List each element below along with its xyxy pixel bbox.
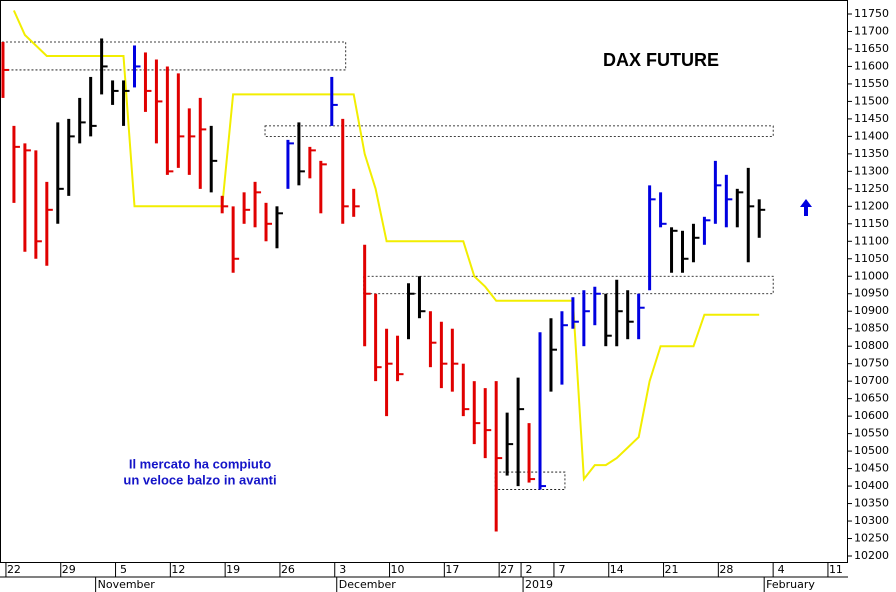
annotation: Il mercato ha compiuto — [129, 456, 271, 471]
y-tick-label: 11100 — [854, 234, 889, 247]
y-tick-label: 11000 — [854, 269, 889, 282]
x-tick-label: 3 — [339, 563, 346, 576]
plot-frame — [0, 0, 848, 563]
month-label: December — [339, 578, 397, 591]
y-tick-label: 11550 — [854, 77, 889, 90]
x-tick-label: 10 — [391, 563, 405, 576]
y-tick-label: 11700 — [854, 24, 889, 37]
x-tick-label: 21 — [665, 563, 679, 576]
signal-arrow — [800, 199, 812, 216]
x-tick-label: 12 — [171, 563, 185, 576]
y-tick-label: 11500 — [854, 94, 889, 107]
x-tick-label: 7 — [558, 563, 565, 576]
y-tick-label: 10350 — [854, 497, 889, 510]
y-tick-label: 11050 — [854, 252, 889, 265]
y-tick-label: 10700 — [854, 374, 889, 387]
x-tick-label: 19 — [226, 563, 240, 576]
price-zone — [264, 125, 774, 137]
x-tick-label: 26 — [281, 563, 295, 576]
month-label: November — [98, 578, 156, 591]
y-tick-label: 10500 — [854, 444, 889, 457]
x-tick-label: 22 — [7, 563, 21, 576]
y-tick-label: 10800 — [854, 339, 889, 352]
month-label: 2019 — [525, 578, 553, 591]
x-tick-label: 4 — [778, 563, 785, 576]
y-tick-label: 11350 — [854, 147, 889, 160]
y-tick-label: 11150 — [854, 217, 889, 230]
x-tick-label: 17 — [445, 563, 459, 576]
y-tick-label: 11650 — [854, 42, 889, 55]
x-tick-label: 29 — [62, 563, 76, 576]
y-tick-label: 10750 — [854, 357, 889, 370]
y-tick-label: 10850 — [854, 322, 889, 335]
y-tick-label: 10600 — [854, 409, 889, 422]
x-tick-label: 28 — [719, 563, 733, 576]
y-tick-label: 10450 — [854, 462, 889, 475]
stop-line — [12, 10, 760, 482]
y-tick-label: 11750 — [854, 7, 889, 20]
y-tick-label: 11400 — [854, 129, 889, 142]
y-tick-label: 11200 — [854, 199, 889, 212]
y-tick-label: 10650 — [854, 392, 889, 405]
x-tick-label: 11 — [829, 563, 843, 576]
y-tick-label: 10250 — [854, 532, 889, 545]
month-label: February — [766, 578, 815, 591]
x-tick-label: 5 — [120, 563, 127, 576]
chart-title: DAX FUTURE — [603, 50, 719, 70]
y-tick-label: 11300 — [854, 164, 889, 177]
y-tick-label: 10300 — [854, 514, 889, 527]
x-tick-label: 2 — [526, 563, 533, 576]
y-tick-label: 10950 — [854, 287, 889, 300]
y-tick-label: 10900 — [854, 304, 889, 317]
y-tick-label: 10200 — [854, 549, 889, 562]
y-tick-label: 11450 — [854, 112, 889, 125]
y-tick-label: 11250 — [854, 182, 889, 195]
x-tick-label: 27 — [500, 563, 514, 576]
x-tick-label: 14 — [610, 563, 624, 576]
y-tick-label: 10400 — [854, 479, 889, 492]
y-tick-label: 11600 — [854, 59, 889, 72]
y-tick-label: 10550 — [854, 427, 889, 440]
annotation: un veloce balzo in avanti — [123, 472, 276, 487]
